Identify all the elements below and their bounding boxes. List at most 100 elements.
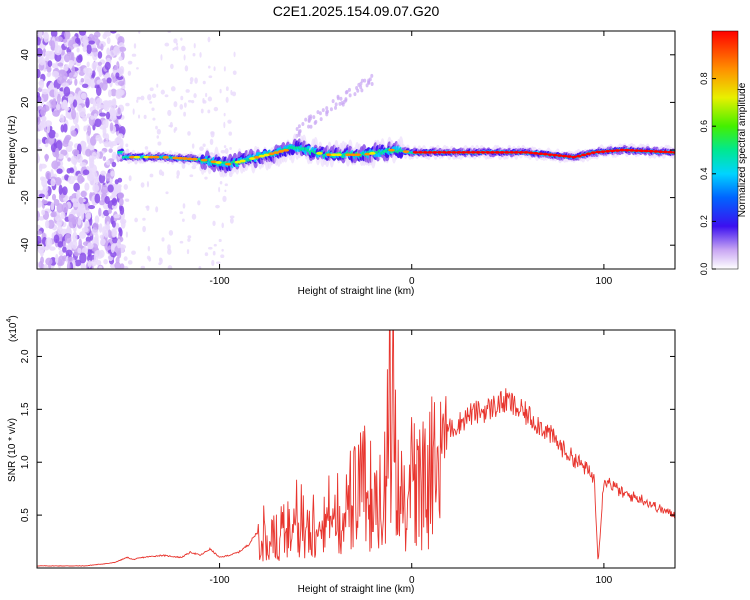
spectrogram-noise-blob: [80, 141, 87, 149]
colorbar-tick-label: 0.8: [699, 72, 709, 85]
spectrogram-noise-blob: [151, 93, 157, 98]
spectrogram-noise-blob: [227, 119, 232, 124]
spectrogram-noise-blob: [193, 93, 197, 99]
spectrogram-xlabel: Height of straight line (km): [298, 286, 415, 297]
spectrogram-noise-blob: [38, 31, 43, 39]
spectrogram-noise-blob: [84, 72, 92, 84]
spectrogram-noise-blob: [208, 246, 213, 250]
spectrogram-noise-blob: [99, 82, 104, 89]
spectrogram-noise-blob: [69, 168, 75, 174]
spectrogram-noise-blob: [117, 107, 121, 115]
spectrogram-noise-blob: [147, 94, 152, 101]
spectrogram-noise-blob: [125, 143, 129, 148]
spectrogram-noise-blob: [94, 193, 101, 204]
spectrogram-noise-blob: [113, 46, 120, 56]
spectrogram-noise-blob: [97, 51, 103, 59]
spectrogram-noise-blob: [223, 112, 226, 117]
spectrogram-ridge-core: [580, 153, 587, 157]
spectrogram-noise-blob: [85, 148, 92, 157]
spectrogram-noise-blob: [347, 87, 351, 92]
spectrogram-noise-blob: [44, 153, 49, 162]
spectrogram-noise-blob: [82, 169, 90, 176]
spectrogram-noise-blob: [229, 146, 232, 150]
spectrogram-noise-blob: [111, 220, 116, 228]
spectrogram-noise-blob: [78, 196, 84, 204]
spectrogram-noise-blob: [37, 138, 41, 145]
spectrogram-noise-blob: [318, 111, 322, 116]
spectrogram-ridge-core: [633, 149, 640, 153]
spectrogram-ridge-core: [508, 150, 515, 154]
spectrogram-ridge-core: [643, 149, 649, 153]
spectrogram-noise-blob: [60, 228, 68, 235]
spectrogram-noise-blob: [79, 252, 87, 264]
spectrogram-noise-blob: [104, 61, 111, 71]
spectrogram-noise-blob: [74, 37, 81, 44]
spectrogram-noise-blob: [80, 77, 85, 83]
spectrogram-noise-blob: [185, 89, 190, 93]
spectrogram-ridge-core: [253, 155, 261, 159]
spectrogram-noise-blob: [105, 133, 110, 141]
spectrogram-noise-blob: [51, 70, 60, 78]
spectrogram-noise-blob: [144, 146, 149, 150]
spectrogram-noise-blob: [98, 207, 102, 217]
spectrogram-noise-blob: [62, 246, 67, 253]
spectrogram-noise-blob: [103, 258, 108, 265]
spectrogram-ridge-core: [172, 156, 179, 160]
spectrogram-ytick-label: 40: [20, 49, 31, 61]
spectrogram-noise-blob: [45, 237, 53, 248]
spectrogram-ridge-core: [143, 155, 150, 159]
spectrogram-noise-blob: [54, 147, 60, 159]
spectrogram-noise-blob: [95, 150, 100, 159]
spectrogram-noise-blob: [41, 209, 46, 216]
spectrogram-noise-blob: [114, 179, 119, 185]
spectrogram-ridge-core: [200, 158, 208, 162]
spectrogram-noise-blob: [187, 235, 192, 239]
spectrogram-noise-blob: [62, 196, 68, 203]
spectrogram-noise-blob: [334, 102, 338, 107]
spectrogram-noise-blob: [62, 240, 67, 248]
spectrogram-noise-blob: [194, 77, 198, 84]
snr-chart: -100 0 100 0.5 1.0 1.5 2.0 Height of straight …: [6, 315, 676, 595]
spectrogram-noise-blob: [117, 192, 125, 200]
spectrogram-ridge-core: [316, 151, 323, 155]
spectrogram-ridge-core: [239, 159, 246, 163]
spectrogram-ridge-core: [349, 153, 357, 157]
spectrogram-noise-blob: [78, 31, 87, 36]
spectrogram-noise-blob: [37, 95, 42, 103]
spectrogram-noise-blob: [91, 151, 97, 160]
spectrogram-ridge-core: [532, 151, 539, 155]
spectrogram-noise-blob: [91, 61, 97, 71]
spectrogram-noise-blob: [187, 238, 191, 242]
spectrogram-noise-blob: [149, 87, 154, 92]
spectrogram-noise-blob: [338, 101, 342, 106]
spectrogram-noise-blob: [54, 40, 59, 52]
spectrogram-noise-blob: [353, 92, 357, 97]
spectrogram-noise-blob: [55, 253, 59, 264]
spectrogram-noise-blob: [66, 261, 71, 269]
spectrogram-noise-blob: [45, 170, 51, 180]
spectrogram-noise-blob: [41, 88, 49, 95]
spectrogram-noise-blob: [69, 51, 74, 62]
spectrogram-noise-blob: [156, 135, 160, 139]
spectrogram-ridge-core: [273, 151, 280, 155]
spectrogram-noise-blob: [54, 132, 59, 138]
spectrogram-noise-blob: [183, 111, 187, 117]
spectrogram-noise-blob: [75, 96, 80, 102]
spectrogram-noise-blob: [169, 121, 173, 128]
spectrogram-noise-blob: [360, 88, 364, 93]
spectrogram-noise-blob: [50, 178, 56, 187]
spectrogram-noise-blob: [147, 245, 151, 252]
spectrogram-noise-blob: [297, 124, 301, 129]
spectrogram-noise-blob: [312, 115, 316, 120]
spectrogram-noise-blob: [191, 165, 197, 170]
spectrogram-noise-blob: [118, 198, 124, 207]
spectrogram-noise-blob: [59, 114, 65, 123]
spectrogram-noise-blob: [37, 36, 41, 46]
spectrogram-noise-blob: [41, 199, 48, 205]
spectrogram-noise-blob: [87, 125, 92, 137]
spectrogram-noise-blob: [76, 104, 83, 112]
spectrogram-noise-blob: [76, 55, 83, 63]
spectrogram-chart: -100 0 100 -40 -20 0 20 40 Height of straight l…: [7, 30, 676, 297]
spectrogram-noise-blob: [155, 125, 158, 130]
spectrogram-noise-blob: [186, 249, 190, 255]
